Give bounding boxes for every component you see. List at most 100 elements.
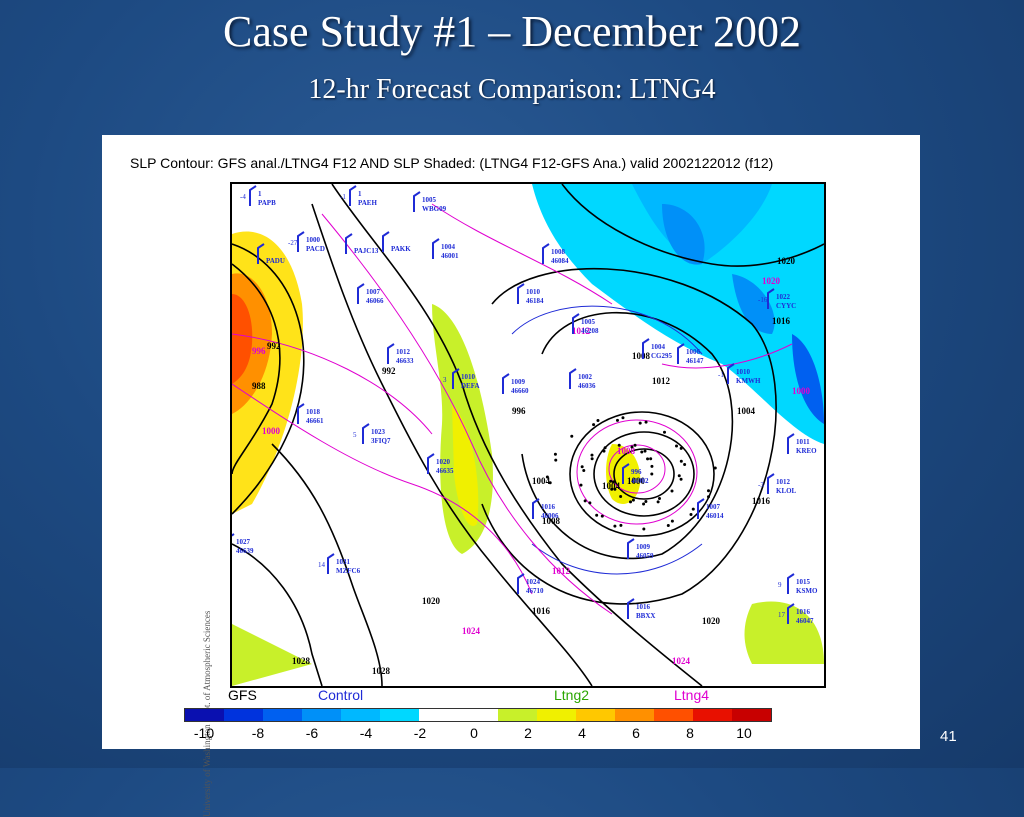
wind-barb bbox=[502, 373, 510, 394]
station-pressure: 1009 bbox=[636, 543, 651, 551]
isobar-label: 1000 bbox=[627, 476, 646, 486]
station-id: DEFA bbox=[461, 382, 480, 390]
wind-barb bbox=[452, 368, 460, 389]
wind-barb bbox=[382, 231, 390, 252]
station-id: PAPB bbox=[258, 199, 276, 207]
lightning-strike-mark bbox=[600, 514, 604, 518]
isobar-label: 1008 bbox=[632, 351, 651, 361]
wind-barb bbox=[627, 538, 635, 559]
station-pressure: 1007 bbox=[366, 288, 381, 296]
isobar-label: 1016 bbox=[532, 606, 551, 616]
lightning-strike-mark bbox=[595, 513, 599, 517]
colorbar-swatch bbox=[458, 709, 498, 721]
isobar-label: 996 bbox=[512, 406, 526, 416]
station-temp: -4 bbox=[240, 193, 246, 201]
station-id: 46084 bbox=[551, 257, 569, 265]
forecast-figure: SLP Contour: GFS anal./LTNG4 F12 AND SLP… bbox=[102, 135, 920, 817]
lightning-strike-mark bbox=[657, 497, 661, 501]
isobar-label: 996 bbox=[252, 346, 266, 356]
wind-barb bbox=[327, 553, 335, 574]
lightning-strike-mark bbox=[580, 465, 584, 469]
lightning-strike-mark bbox=[706, 495, 710, 499]
isobar-label: 1020 bbox=[777, 256, 796, 266]
station-id: MZFC6 bbox=[336, 567, 361, 575]
station-pressure: 1002 bbox=[578, 373, 593, 381]
lightning-strike-mark bbox=[603, 446, 607, 450]
station-pressure: 1018 bbox=[306, 408, 321, 416]
lightning-strike-mark bbox=[691, 507, 695, 511]
lightning-strike-mark bbox=[707, 489, 711, 493]
station-pressure: 1000 bbox=[306, 236, 321, 244]
station-pressure: 1024 bbox=[526, 578, 541, 586]
lightning-strike-mark bbox=[663, 430, 667, 434]
wind-barb bbox=[249, 185, 257, 206]
wind-barb bbox=[362, 423, 370, 444]
station-pressure: 1023 bbox=[371, 428, 386, 436]
wind-barb bbox=[517, 283, 525, 304]
lightning-strike-mark bbox=[610, 487, 614, 491]
colorbar-swatch bbox=[302, 709, 342, 721]
station-pressure: 1011 bbox=[796, 438, 810, 446]
station-pressure: 1004 bbox=[441, 243, 456, 251]
wind-barb bbox=[297, 231, 305, 252]
isobar-label: 1020 bbox=[702, 616, 721, 626]
legend-gfs: GFS bbox=[228, 687, 257, 703]
lightning-strike-mark bbox=[679, 446, 683, 450]
station-id: 46661 bbox=[306, 417, 324, 425]
isobar-label: 1004 bbox=[602, 481, 621, 491]
lightning-strike-mark bbox=[656, 500, 660, 504]
wind-barb bbox=[257, 243, 265, 264]
lightning-strike-mark bbox=[621, 416, 625, 420]
station-temp: -1 bbox=[718, 371, 724, 379]
lightning-strike-mark bbox=[679, 459, 683, 463]
lightning-strike-mark bbox=[670, 489, 674, 493]
wind-barb bbox=[767, 288, 775, 309]
lightning-strike-mark bbox=[592, 423, 596, 427]
station-plot: PAJC13 bbox=[345, 233, 379, 255]
station-id: 46635 bbox=[436, 467, 454, 475]
wind-barb bbox=[697, 498, 705, 519]
station-id: PAEH bbox=[358, 199, 377, 207]
station-pressure: 1022 bbox=[776, 293, 791, 301]
lightning-strike-mark bbox=[689, 512, 693, 516]
lightning-strike-mark bbox=[579, 483, 583, 487]
isobar-label: 1000 bbox=[792, 386, 811, 396]
legend-ltng4: Ltng4 bbox=[674, 687, 710, 703]
station-pressure: 1027 bbox=[236, 538, 251, 546]
station-temp: 3 bbox=[443, 376, 447, 384]
wind-barb bbox=[642, 338, 650, 359]
station-pressure: 1010 bbox=[526, 288, 541, 296]
colorbar-tick-label: 10 bbox=[736, 725, 752, 741]
station-id: 46059 bbox=[636, 552, 654, 560]
station-id: PAKK bbox=[391, 245, 411, 253]
wind-barb bbox=[542, 243, 550, 264]
station-plot: PAKK bbox=[382, 231, 411, 253]
lightning-strike-mark bbox=[617, 443, 621, 447]
difference-shading bbox=[232, 184, 824, 686]
colorbar-tick-label: 0 bbox=[470, 725, 478, 741]
station-id: 46639 bbox=[236, 547, 254, 555]
lightning-strike-mark bbox=[619, 494, 623, 498]
colorbar-tick-label: -10 bbox=[193, 725, 215, 741]
station-id: CG295 bbox=[651, 352, 673, 360]
station-pressure: 1015 bbox=[796, 578, 811, 586]
station-pressure: 1020 bbox=[436, 458, 451, 466]
colorbar-swatch bbox=[614, 709, 654, 721]
colorbar-ticks: -10 -8 -6 -4 -2 0 2 4 6 8 10 bbox=[184, 725, 770, 743]
colorbar-swatch bbox=[497, 709, 537, 721]
lightning-strike-mark bbox=[609, 479, 613, 483]
control-isobars bbox=[511, 305, 703, 575]
